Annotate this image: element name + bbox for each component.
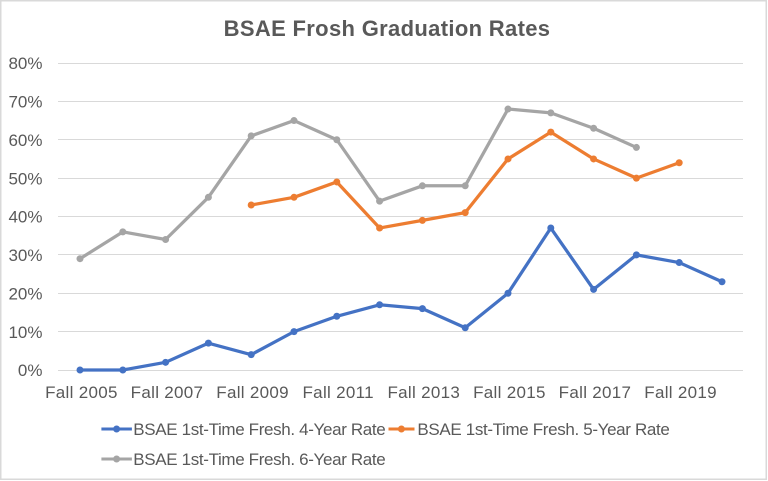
svg-text:Fall 2007: Fall 2007 [131, 383, 204, 402]
svg-text:Fall 2009: Fall 2009 [216, 383, 289, 402]
svg-text:20%: 20% [8, 285, 42, 304]
svg-text:60%: 60% [8, 131, 42, 150]
svg-text:10%: 10% [8, 323, 42, 342]
svg-text:BSAE 1st-Time Fresh. 5-Year Ra: BSAE 1st-Time Fresh. 5-Year Rate [417, 420, 669, 439]
svg-text:0%: 0% [18, 361, 43, 380]
svg-text:Fall 2011: Fall 2011 [303, 383, 374, 402]
svg-text:Fall 2017: Fall 2017 [559, 383, 632, 402]
svg-text:BSAE 1st-Time Fresh. 6-Year Ra: BSAE 1st-Time Fresh. 6-Year Rate [133, 450, 385, 469]
svg-text:50%: 50% [8, 169, 42, 188]
svg-text:30%: 30% [8, 246, 42, 265]
svg-text:Fall 2019: Fall 2019 [644, 383, 717, 402]
svg-text:Fall 2015: Fall 2015 [473, 383, 546, 402]
svg-text:BSAE 1st-Time Fresh. 4-Year Ra: BSAE 1st-Time Fresh. 4-Year Rate [133, 420, 385, 439]
svg-text:Fall 2013: Fall 2013 [387, 383, 460, 402]
svg-text:40%: 40% [8, 208, 42, 227]
svg-text:80%: 80% [8, 54, 42, 73]
svg-text:70%: 70% [8, 93, 42, 112]
svg-text:BSAE Frosh Graduation Rates: BSAE Frosh Graduation Rates [224, 16, 551, 41]
svg-text:Fall 2005: Fall 2005 [45, 383, 118, 402]
